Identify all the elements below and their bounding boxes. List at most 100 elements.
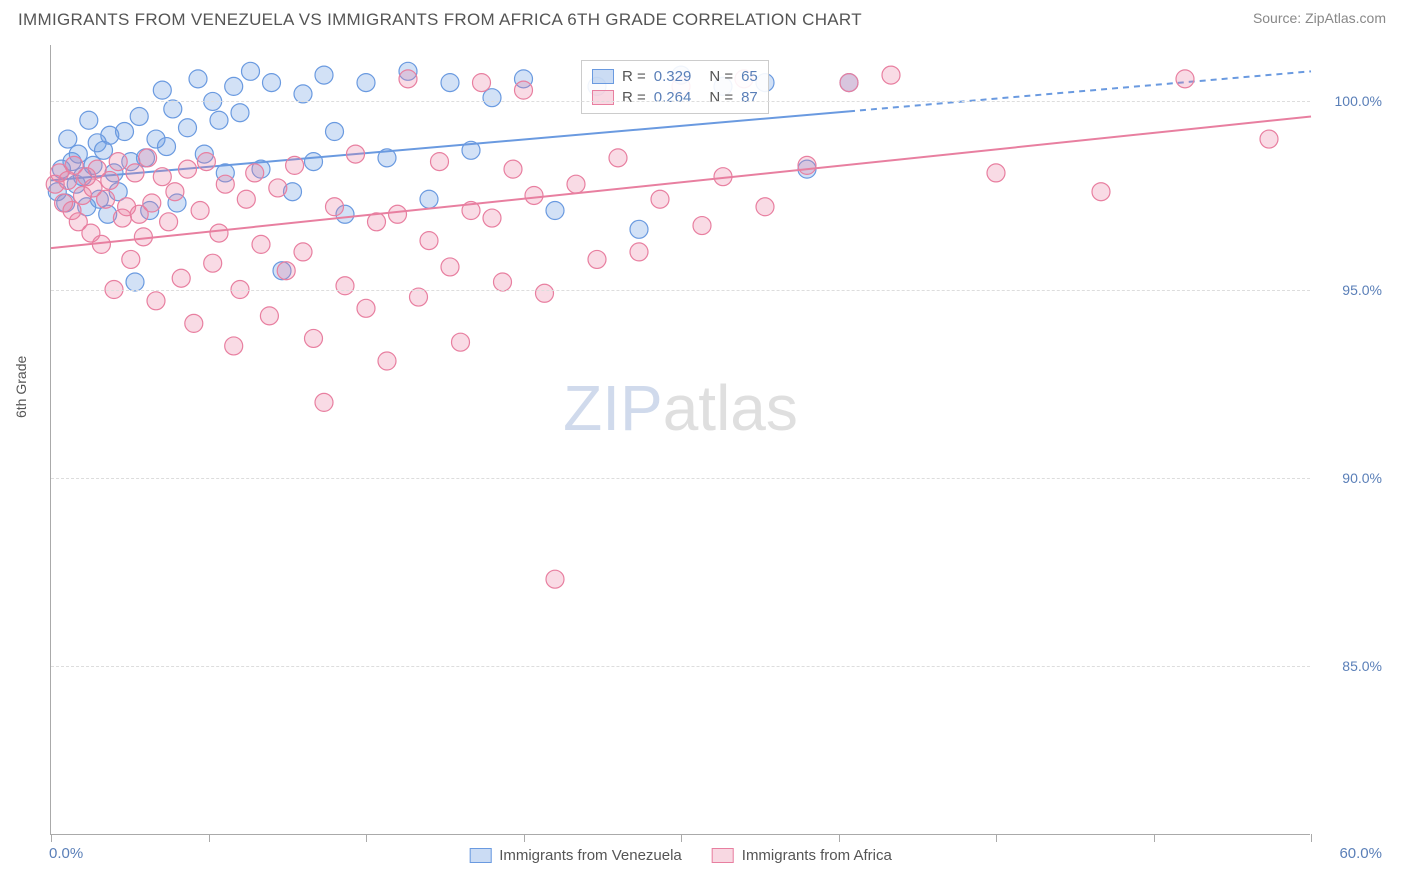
data-point <box>294 243 312 261</box>
data-point <box>1260 130 1278 148</box>
data-point <box>277 262 295 280</box>
legend-item-venezuela: Immigrants from Venezuela <box>469 847 682 864</box>
data-point <box>237 190 255 208</box>
trend-line-extrapolated <box>849 71 1311 111</box>
data-point <box>166 183 184 201</box>
x-axis-min-label: 0.0% <box>49 845 83 862</box>
data-point <box>378 352 396 370</box>
data-point <box>97 190 115 208</box>
data-point <box>326 123 344 141</box>
trend-line <box>51 116 1311 248</box>
data-point <box>347 145 365 163</box>
data-point <box>80 111 98 129</box>
data-point <box>242 62 260 80</box>
chart-container: 6th Grade 0.0% 60.0% ZIPatlas R = 0.329 … <box>50 45 1390 835</box>
data-point <box>210 224 228 242</box>
data-point <box>987 164 1005 182</box>
data-point <box>609 149 627 167</box>
x-tick <box>1154 834 1155 842</box>
data-point <box>153 81 171 99</box>
data-point <box>116 123 134 141</box>
data-point <box>231 104 249 122</box>
data-point <box>305 329 323 347</box>
data-point <box>882 66 900 84</box>
data-point <box>286 156 304 174</box>
data-point <box>225 77 243 95</box>
data-point <box>840 74 858 92</box>
data-point <box>357 299 375 317</box>
data-point <box>263 74 281 92</box>
data-point <box>630 243 648 261</box>
data-point <box>483 89 501 107</box>
x-tick <box>1311 834 1312 842</box>
data-point <box>260 307 278 325</box>
x-tick <box>209 834 210 842</box>
data-point <box>153 168 171 186</box>
data-point <box>483 209 501 227</box>
y-tick-label: 85.0% <box>1342 658 1382 674</box>
data-point <box>420 190 438 208</box>
data-point <box>179 119 197 137</box>
legend-r-africa: 0.264 <box>654 89 692 106</box>
x-tick <box>366 834 367 842</box>
data-point <box>336 277 354 295</box>
data-point <box>693 217 711 235</box>
legend-label-africa: Immigrants from Africa <box>742 847 892 864</box>
data-point <box>389 205 407 223</box>
swatch-venezuela <box>469 848 491 863</box>
data-point <box>225 337 243 355</box>
x-tick <box>839 834 840 842</box>
legend-n-label: N = <box>709 68 733 85</box>
swatch-africa <box>712 848 734 863</box>
data-point <box>197 153 215 171</box>
data-point <box>147 292 165 310</box>
data-point <box>651 190 669 208</box>
data-point <box>536 284 554 302</box>
data-point <box>216 175 234 193</box>
data-point <box>164 100 182 118</box>
data-point <box>130 107 148 125</box>
legend-r-label: R = <box>622 89 646 106</box>
data-point <box>410 288 428 306</box>
x-tick <box>51 834 52 842</box>
x-tick <box>996 834 997 842</box>
data-point <box>756 198 774 216</box>
data-point <box>210 111 228 129</box>
data-point <box>798 156 816 174</box>
data-point <box>546 202 564 220</box>
data-point <box>294 85 312 103</box>
plot-area: 6th Grade 0.0% 60.0% ZIPatlas R = 0.329 … <box>50 45 1310 835</box>
data-point <box>126 273 144 291</box>
y-axis-label: 6th Grade <box>13 355 29 417</box>
data-point <box>143 194 161 212</box>
y-tick-label: 90.0% <box>1342 470 1382 486</box>
source-attribution: Source: ZipAtlas.com <box>1253 10 1386 26</box>
data-point <box>252 235 270 253</box>
data-point <box>441 258 459 276</box>
data-point <box>441 74 459 92</box>
data-point <box>179 160 197 178</box>
x-tick <box>681 834 682 842</box>
data-point <box>191 202 209 220</box>
data-point <box>452 333 470 351</box>
data-point <box>269 179 287 197</box>
data-point <box>126 164 144 182</box>
correlation-legend: R = 0.329 N = 65 R = 0.264 N = 87 <box>581 60 769 114</box>
data-point <box>204 254 222 272</box>
header: IMMIGRANTS FROM VENEZUELA VS IMMIGRANTS … <box>0 0 1406 30</box>
legend-r-label: R = <box>622 68 646 85</box>
gridline <box>51 101 1310 102</box>
data-point <box>315 66 333 84</box>
x-axis-max-label: 60.0% <box>1339 845 1382 862</box>
data-point <box>122 250 140 268</box>
y-tick-label: 95.0% <box>1342 282 1382 298</box>
legend-n-africa: 87 <box>741 89 758 106</box>
series-legend: Immigrants from Venezuela Immigrants fro… <box>469 847 892 864</box>
data-point <box>588 250 606 268</box>
data-point <box>305 153 323 171</box>
data-point <box>189 70 207 88</box>
data-point <box>357 74 375 92</box>
data-point <box>525 186 543 204</box>
data-point <box>185 314 203 332</box>
data-point <box>515 81 533 99</box>
